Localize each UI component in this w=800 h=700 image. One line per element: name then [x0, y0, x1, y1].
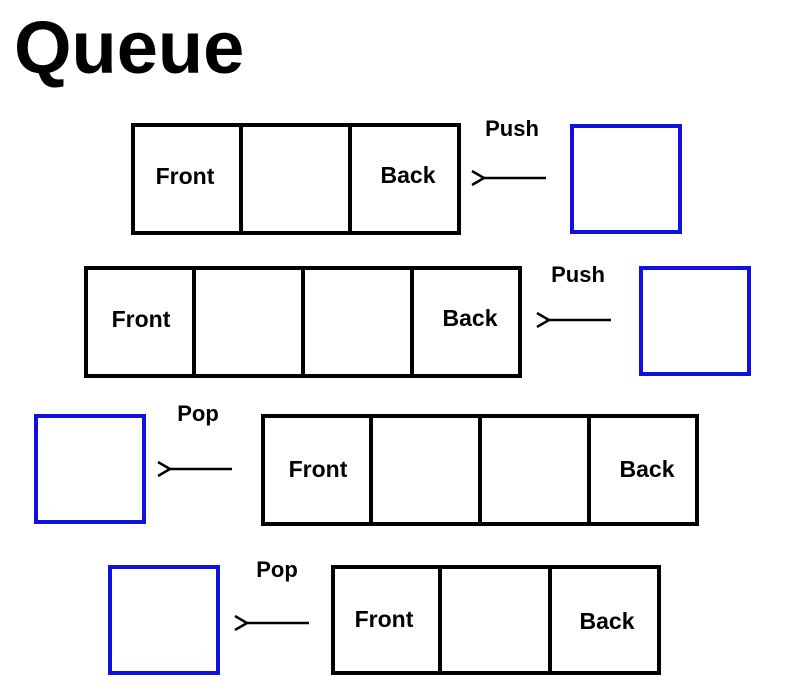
- queue-row-3: Pop Front Back: [34, 401, 699, 526]
- back-label: Back: [443, 305, 498, 331]
- queue-row-2: Front Back Push: [84, 262, 751, 378]
- operation-label: Pop: [177, 401, 219, 426]
- element-box: [570, 124, 682, 234]
- front-label: Front: [156, 163, 215, 189]
- front-label: Front: [112, 306, 171, 332]
- queue-row-4: Pop Front Back: [108, 557, 661, 675]
- queue-container: [131, 123, 461, 235]
- back-label: Back: [381, 162, 436, 188]
- operation-label: Push: [485, 116, 539, 141]
- diagram-title: Queue: [14, 6, 244, 89]
- front-label: Front: [289, 456, 348, 482]
- operation-label: Push: [551, 262, 605, 287]
- element-box: [34, 414, 146, 524]
- element-box: [108, 565, 220, 675]
- element-box: [639, 266, 751, 376]
- operation-label: Pop: [256, 557, 298, 582]
- queue-row-1: Front Back Push: [131, 116, 682, 235]
- queue-container: [331, 565, 661, 675]
- back-label: Back: [620, 456, 675, 482]
- back-label: Back: [580, 608, 635, 634]
- front-label: Front: [355, 606, 414, 632]
